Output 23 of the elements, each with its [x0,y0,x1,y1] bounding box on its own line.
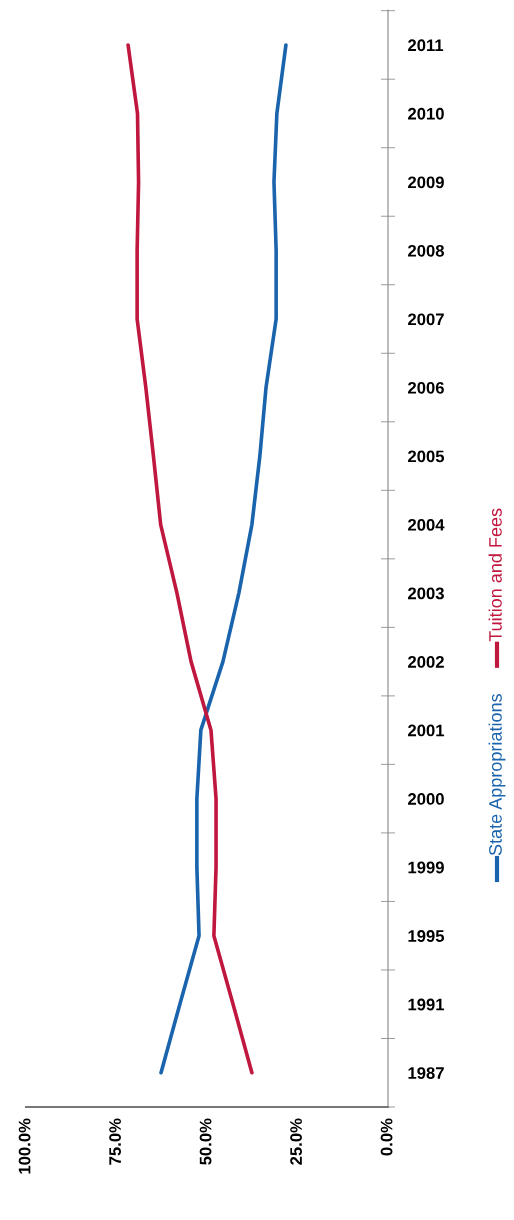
y-tick-label: 2002 [408,656,444,668]
text: State Appropriations [488,694,506,856]
text: Tuition and Fees [488,508,502,642]
y-tick-label: 1991 [408,998,445,1011]
x-tick-label: 25.0% [290,1118,302,1165]
y-tick-label: 1995 [408,930,445,942]
y-tick-label: 2005 [408,450,445,463]
x-tick-label: 100.0% [18,1118,31,1174]
y-tick-label: 1987 [408,1067,444,1079]
y-tick-label: 2011 [408,39,444,52]
x-tick-label: 50.0% [199,1118,212,1165]
y-tick-label: 2004 [408,518,445,531]
y-tick-label: 2009 [408,176,444,189]
y-tick-label: 2008 [408,244,445,257]
y-tick-label: 2000 [408,793,444,805]
y-tick-label: 1999 [408,861,444,874]
x-tick-label: 75.0% [109,1118,121,1165]
y-tick-label: 2001 [408,724,445,737]
x-tick-label: 0.0% [380,1118,393,1156]
y-tick-label: 2010 [408,107,444,120]
y-tick-label: 2006 [408,381,444,394]
y-tick-label: 2003 [408,587,444,600]
y-tick-label: 2007 [408,313,444,326]
